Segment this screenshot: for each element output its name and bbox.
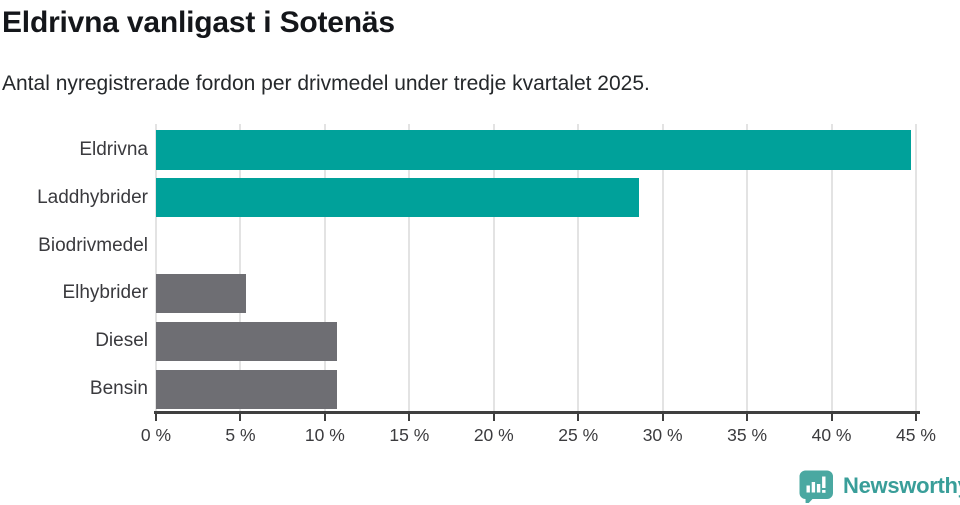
bar-bensin [156, 369, 337, 409]
x-axis-tick-label-30: 30 % [642, 425, 683, 445]
x-axis-tick-label-10: 10 % [304, 425, 345, 445]
x-axis-tick-25 [577, 411, 580, 421]
x-axis-tick-label-5: 5 % [225, 425, 256, 445]
x-axis-tick-15 [408, 411, 411, 421]
bar-diesel [156, 321, 337, 362]
bar-eldrivna [156, 130, 911, 170]
gridline-45 [915, 124, 917, 411]
category-label-diesel: Diesel [95, 330, 148, 352]
category-label-laddhybrider: Laddhybrider [37, 186, 148, 208]
gridline-15 [408, 124, 411, 411]
gridline-5 [239, 124, 242, 411]
x-axis-tick-label-40: 40 % [811, 425, 852, 445]
gridline-10 [323, 124, 326, 411]
newsworthy-chart-pin-icon [799, 470, 833, 503]
category-label-elhybrider: Elhybrider [62, 282, 148, 304]
category-label-eldrivna: Eldrivna [79, 138, 148, 160]
x-axis-tick-label-35: 35 % [727, 425, 768, 445]
branding: Newsworthy [799, 470, 960, 503]
x-axis-line [154, 411, 920, 414]
gridline-0 [155, 124, 157, 411]
x-axis-tick-30 [661, 411, 664, 421]
x-axis-tick-45 [915, 411, 917, 421]
x-axis-tick-label-45: 45 % [896, 425, 936, 445]
x-axis-tick-10 [323, 411, 326, 421]
gridline-30 [661, 124, 664, 411]
bar-laddhybrider [156, 177, 640, 218]
gridline-40 [830, 124, 833, 411]
newsworthy-logo-text: Newsworthy [843, 473, 960, 498]
x-axis-tick-35 [746, 411, 749, 421]
x-axis-tick-5 [239, 411, 242, 421]
category-label-biodrivmedel: Biodrivmedel [38, 234, 148, 256]
gridline-20 [492, 124, 495, 411]
x-axis-tick-label-20: 20 % [473, 425, 514, 445]
x-axis-tick-label-15: 15 % [389, 425, 430, 445]
gridline-35 [746, 124, 749, 411]
x-axis-tick-20 [492, 411, 495, 421]
gridline-25 [577, 124, 580, 411]
chart-title: Eldrivna vanligast i Sotenäs [2, 6, 395, 39]
x-axis-tick-40 [830, 411, 833, 421]
x-axis-tick-0 [155, 411, 157, 421]
x-axis-tick-label-0: 0 % [140, 425, 172, 445]
bar-elhybrider [156, 273, 246, 314]
chart-subtitle: Antal nyregistrerade fordon per drivmede… [2, 72, 650, 95]
x-axis-tick-label-25: 25 % [558, 425, 599, 445]
category-label-bensin: Bensin [89, 378, 148, 400]
